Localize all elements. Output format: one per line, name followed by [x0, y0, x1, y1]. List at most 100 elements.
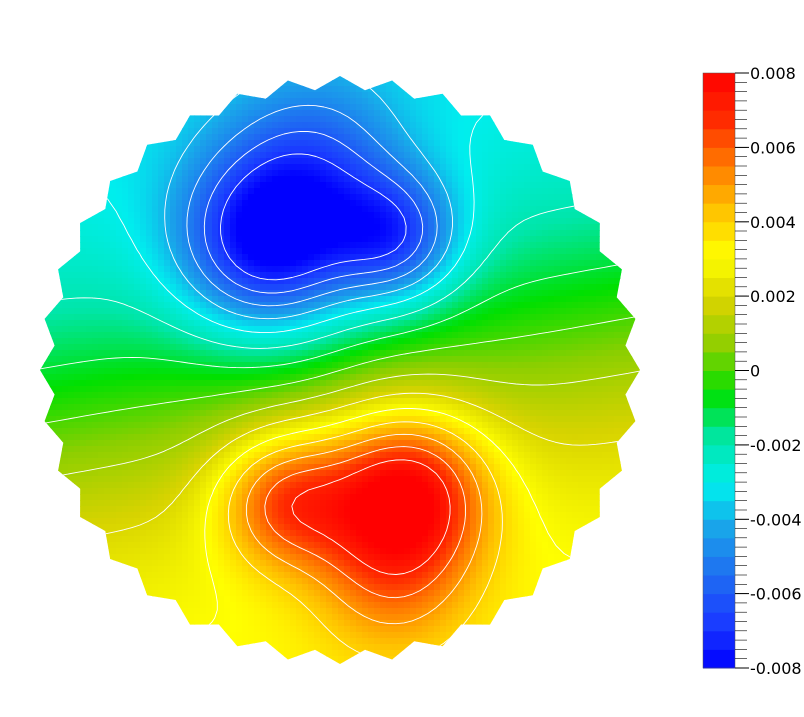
field-cell — [44, 170, 51, 177]
field-cell — [596, 260, 603, 267]
field-cell — [560, 212, 567, 219]
field-cell — [422, 92, 429, 99]
field-cell — [422, 350, 429, 357]
field-cell — [428, 194, 435, 201]
field-cell — [230, 170, 237, 177]
field-cell — [290, 290, 297, 297]
field-cell — [536, 296, 543, 303]
field-cell — [206, 284, 213, 291]
field-cell — [188, 362, 195, 369]
field-cell — [248, 302, 255, 309]
field-cell — [206, 86, 213, 93]
field-cell — [140, 338, 147, 345]
field-cell — [428, 290, 435, 297]
field-cell — [140, 350, 147, 357]
field-cell — [56, 260, 63, 267]
field-cell — [122, 314, 129, 321]
field-cell — [218, 122, 225, 129]
field-cell — [356, 98, 363, 105]
field-cell — [158, 116, 165, 123]
field-cell — [332, 134, 339, 141]
field-cell — [494, 200, 501, 207]
field-cell — [542, 170, 549, 177]
field-cell — [182, 266, 189, 273]
field-cell — [86, 110, 93, 117]
field-cell — [80, 182, 87, 189]
field-cell — [482, 92, 489, 99]
field-cell — [158, 284, 165, 291]
field-cell — [302, 188, 309, 195]
field-cell — [146, 140, 153, 147]
field-cell — [260, 230, 267, 237]
field-cell — [236, 80, 243, 87]
field-cell — [374, 176, 381, 183]
field-cell — [110, 110, 117, 117]
field-cell — [68, 320, 75, 327]
field-cell — [200, 356, 207, 363]
field-cell — [554, 122, 561, 129]
field-cell — [632, 158, 639, 165]
field-cell — [188, 158, 195, 165]
field-cell — [326, 104, 333, 111]
field-cell — [368, 254, 375, 261]
field-cell — [524, 212, 531, 219]
field-cell — [422, 314, 429, 321]
field-cell — [338, 320, 345, 327]
field-cell — [548, 146, 555, 153]
field-cell — [212, 230, 219, 237]
field-cell — [272, 320, 279, 327]
field-cell — [578, 242, 585, 249]
field-cell — [476, 218, 483, 225]
field-cell — [98, 152, 105, 159]
field-cell — [416, 236, 423, 243]
field-cell — [224, 86, 231, 93]
field-cell — [596, 224, 603, 231]
field-cell — [464, 338, 471, 345]
field-cell — [500, 356, 507, 363]
field-cell — [140, 314, 147, 321]
field-cell — [44, 326, 51, 333]
field-cell — [104, 158, 111, 165]
field-cell — [128, 170, 135, 177]
field-cell — [512, 308, 519, 315]
field-cell — [158, 80, 165, 87]
field-cell — [374, 146, 381, 153]
field-cell — [224, 278, 231, 285]
field-cell — [608, 140, 615, 147]
field-cell — [122, 134, 129, 141]
field-cell — [374, 86, 381, 93]
field-cell — [608, 158, 615, 165]
field-cell — [278, 92, 285, 99]
field-cell — [92, 242, 99, 249]
field-cell — [98, 308, 105, 315]
field-cell — [290, 92, 297, 99]
field-cell — [332, 176, 339, 183]
field-cell — [344, 176, 351, 183]
field-cell — [560, 86, 567, 93]
field-cell — [356, 128, 363, 135]
field-cell — [530, 200, 537, 207]
field-cell — [56, 272, 63, 279]
field-cell — [434, 98, 441, 105]
field-cell — [422, 236, 429, 243]
field-cell — [44, 338, 51, 345]
field-cell — [158, 152, 165, 159]
field-cell — [224, 314, 231, 321]
field-cell — [68, 272, 75, 279]
field-cell — [476, 326, 483, 333]
field-cell — [146, 152, 153, 159]
field-cell — [110, 206, 117, 213]
field-cell — [542, 344, 549, 351]
field-cell — [602, 134, 609, 141]
field-cell — [212, 134, 219, 141]
field-cell — [188, 326, 195, 333]
field-cell — [206, 266, 213, 273]
field-cell — [116, 290, 123, 297]
field-cell — [572, 170, 579, 177]
field-cell — [506, 122, 513, 129]
field-cell — [326, 242, 333, 249]
field-cell — [128, 212, 135, 219]
field-cell — [566, 206, 573, 213]
field-cell — [182, 158, 189, 165]
field-cell — [392, 290, 399, 297]
